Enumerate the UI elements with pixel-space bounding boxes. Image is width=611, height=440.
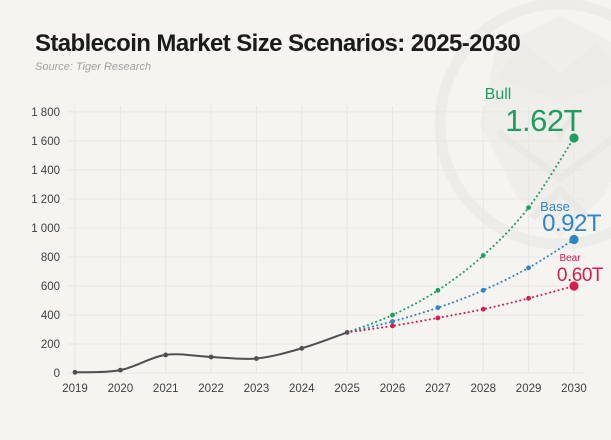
- x-tick-label: 2022: [198, 383, 224, 395]
- x-tick-label: 2024: [289, 383, 315, 395]
- axis-tick-labels: 0 200 400 600 800 1 000 1 200 1 400 1 600 1 800 20…: [31, 107, 587, 395]
- base-value-label: 0.92T: [542, 210, 601, 237]
- y-tick-label: 600: [41, 281, 60, 293]
- series-line-bear: [346, 285, 575, 334]
- y-tick-label: 200: [41, 339, 60, 351]
- page-title: Stablecoin Market Size Scenarios: 2025-2…: [35, 30, 521, 57]
- y-tick-label: 0: [54, 368, 60, 380]
- base-series-label: Base: [540, 199, 570, 214]
- x-tick-label: 2020: [108, 383, 134, 395]
- series-dots-bull: [390, 133, 579, 318]
- bull-value-label: 1.62T: [505, 103, 582, 138]
- bear-value-label: 0.60T: [556, 265, 604, 286]
- x-tick-label: 2025: [334, 383, 360, 395]
- source-caption: Source: Tiger Research: [35, 61, 152, 73]
- series-line-bull: [346, 137, 575, 334]
- y-tick-label: 800: [41, 252, 60, 264]
- series-line-base: [346, 238, 575, 334]
- x-tick-label: 2029: [516, 383, 542, 395]
- x-tick-label: 2021: [153, 383, 179, 395]
- gridlines: [68, 106, 585, 374]
- y-tick-label: 1 000: [31, 223, 60, 235]
- bull-series-label: Bull: [484, 86, 512, 103]
- x-tick-label: 2023: [244, 383, 270, 395]
- y-tick-label: 1 200: [31, 194, 60, 206]
- y-tick-label: 1 600: [31, 136, 60, 148]
- x-tick-label: 2030: [561, 383, 587, 395]
- y-tick-label: 1 800: [31, 107, 60, 119]
- x-tick-label: 2026: [380, 383, 406, 395]
- series-dots-bear: [390, 281, 579, 329]
- series-dots-base: [390, 234, 579, 324]
- x-tick-label: 2019: [62, 383, 88, 395]
- y-tick-label: 1 400: [31, 165, 60, 177]
- x-tick-label: 2027: [425, 383, 451, 395]
- x-tick-label: 2028: [470, 383, 496, 395]
- series-dots-historical: [72, 330, 350, 375]
- bear-series-label: Bear: [559, 253, 581, 264]
- y-tick-label: 400: [41, 310, 60, 322]
